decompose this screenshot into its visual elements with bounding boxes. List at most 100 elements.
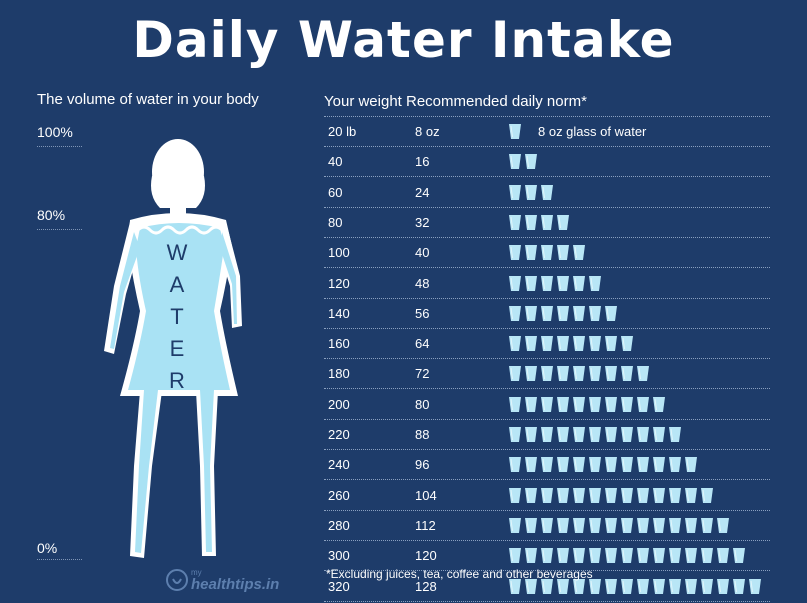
water-glass-icon xyxy=(509,124,521,139)
water-glass-icon xyxy=(621,487,633,503)
footnote: *Excluding juices, tea, coffee and other… xyxy=(326,567,593,581)
daily-norm-cell: 64 xyxy=(415,336,430,352)
water-glass-icon xyxy=(685,487,697,503)
water-letter-t: T xyxy=(170,304,184,329)
glasses-group xyxy=(508,365,652,383)
weight-cell: 160 xyxy=(328,336,350,352)
water-glass-icon xyxy=(669,548,681,564)
weight-cell: 80 xyxy=(328,214,343,230)
water-letter-r: R xyxy=(169,368,185,393)
water-glass-icon xyxy=(557,427,569,442)
water-glass-icon xyxy=(541,184,553,200)
table-row: 220 88 xyxy=(324,420,770,450)
glasses-group xyxy=(508,426,684,444)
weight-cell: 280 xyxy=(328,517,350,533)
water-glass-icon xyxy=(717,578,729,594)
water-glass-icon xyxy=(717,548,729,564)
weight-cell: 20 lb xyxy=(328,124,357,139)
water-glass-icon xyxy=(669,578,681,594)
water-glass-icon xyxy=(589,336,601,352)
water-glass-icon xyxy=(685,457,697,473)
water-glass-icon xyxy=(605,548,617,564)
daily-norm-cell: 80 xyxy=(415,396,430,412)
table-row: 260 104 xyxy=(324,481,770,511)
water-glass-icon xyxy=(637,548,649,564)
daily-norm-cell: 32 xyxy=(415,214,430,230)
table-row: 40 16 xyxy=(324,147,770,178)
water-glass-icon xyxy=(557,517,569,533)
water-glass-icon xyxy=(701,487,713,503)
table-row: 20 lb 8 oz 8 oz glass of water xyxy=(324,117,770,147)
glasses-group xyxy=(508,335,636,353)
water-glass-icon xyxy=(605,427,617,442)
water-glass-icon xyxy=(573,336,585,352)
water-glass-icon xyxy=(525,517,537,533)
water-glass-icon xyxy=(669,517,681,533)
table-row: 80 32 xyxy=(324,208,770,238)
water-glass-icon xyxy=(509,184,521,200)
glasses-group xyxy=(508,123,524,141)
water-glass-icon xyxy=(653,517,665,533)
water-glass-icon xyxy=(541,578,553,594)
water-glass-icon xyxy=(589,427,601,442)
water-glass-icon xyxy=(589,305,601,321)
water-glass-icon xyxy=(621,396,633,412)
table-row: 320 128 xyxy=(324,572,770,602)
water-glass-icon xyxy=(669,487,681,503)
water-glass-icon xyxy=(589,578,601,594)
weight-cell: 180 xyxy=(328,366,350,382)
water-glass-icon xyxy=(621,427,633,442)
water-glass-icon xyxy=(557,396,569,412)
table-row: 180 72 xyxy=(324,359,770,390)
daily-norm-cell: 96 xyxy=(415,457,430,473)
water-glass-icon xyxy=(605,457,617,473)
water-glass-icon xyxy=(573,366,585,382)
glasses-group xyxy=(508,487,716,505)
water-glass-icon xyxy=(541,336,553,352)
water-glass-icon xyxy=(637,457,649,473)
water-glass-icon xyxy=(509,517,521,533)
water-letter-e: E xyxy=(169,336,185,361)
page-title: Daily Water Intake xyxy=(132,11,675,69)
water-glass-icon xyxy=(525,184,537,200)
weight-cell: 320 xyxy=(328,578,350,594)
water-glass-icon xyxy=(525,427,537,442)
daily-norm-cell: 128 xyxy=(415,578,437,594)
table-row: 120 48 xyxy=(324,269,770,299)
water-glass-icon xyxy=(525,457,537,473)
water-glass-icon xyxy=(653,487,665,503)
water-glass-icon xyxy=(557,366,569,382)
myhealthtips-logo: my healthtips.in xyxy=(166,568,279,593)
water-glass-icon xyxy=(573,517,585,533)
water-glass-icon xyxy=(573,305,585,321)
water-glass-icon xyxy=(509,336,521,352)
water-letter-w: W xyxy=(166,240,188,265)
water-glass-icon xyxy=(573,578,585,594)
water-glass-icon xyxy=(509,457,521,473)
weight-cell: 240 xyxy=(328,457,350,473)
percent-label-0: 0% xyxy=(37,540,58,556)
water-glass-icon xyxy=(669,427,681,442)
table-row: 140 56 xyxy=(324,299,770,329)
water-glass-icon xyxy=(605,305,617,321)
water-glass-icon xyxy=(685,517,697,533)
water-glass-icon xyxy=(605,578,617,594)
water-glass-icon xyxy=(525,245,537,261)
water-glass-icon xyxy=(557,548,569,564)
water-glass-icon xyxy=(701,517,713,533)
water-glass-icon xyxy=(525,336,537,352)
water-glass-icon xyxy=(589,487,601,503)
water-glass-icon xyxy=(525,275,537,291)
water-glass-icon xyxy=(541,427,553,442)
glasses-group xyxy=(508,275,604,293)
intake-table-heading: Your weight Recommended daily norm* xyxy=(324,93,587,110)
water-glass-icon xyxy=(605,487,617,503)
weight-cell: 60 xyxy=(328,184,343,200)
daily-norm-cell: 112 xyxy=(415,517,436,533)
weight-cell: 300 xyxy=(328,548,350,564)
glasses-group xyxy=(508,214,572,232)
water-glass-icon xyxy=(557,578,569,594)
water-glass-icon xyxy=(589,548,601,564)
water-glass-icon xyxy=(621,578,633,594)
weight-cell: 100 xyxy=(328,245,350,261)
